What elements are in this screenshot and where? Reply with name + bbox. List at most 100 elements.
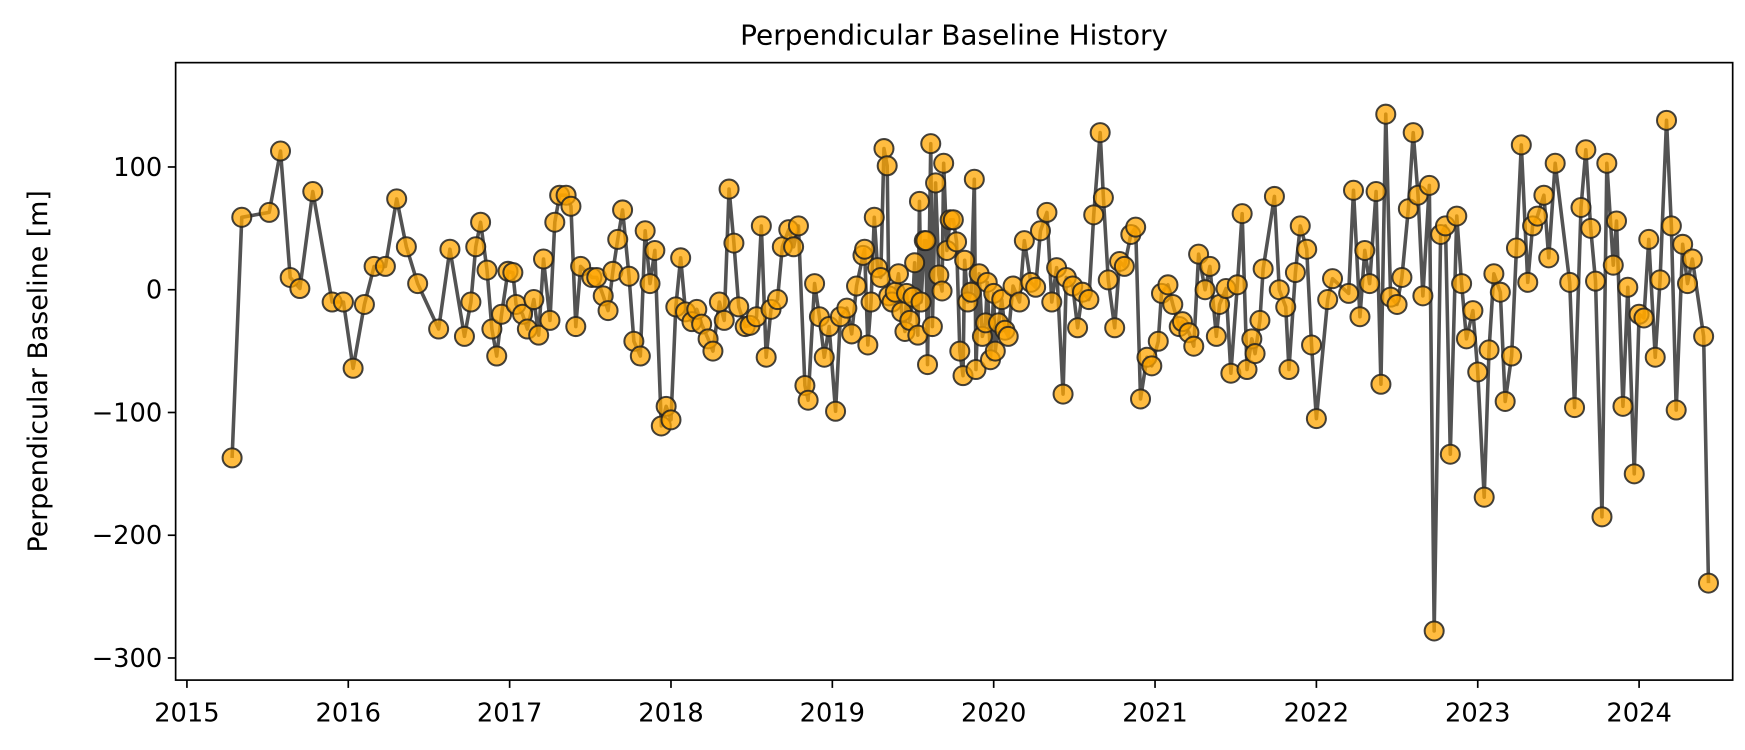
- data-point: [1423, 620, 1445, 642]
- data-point: [825, 400, 847, 422]
- data-point: [502, 262, 524, 284]
- data-point: [857, 334, 879, 356]
- data-point: [597, 300, 619, 322]
- data-point: [997, 325, 1019, 347]
- data-point: [1602, 254, 1624, 276]
- data-point: [718, 178, 740, 200]
- data-point: [1418, 174, 1440, 196]
- data-point: [876, 155, 898, 177]
- data-point: [560, 195, 582, 217]
- data-point: [1249, 309, 1271, 331]
- data-point: [544, 211, 566, 233]
- data-point: [933, 152, 955, 174]
- y-axis-label: Perpendicular Baseline [m]: [23, 190, 54, 552]
- data-point: [1008, 291, 1031, 313]
- data-point: [289, 277, 311, 300]
- data-point: [813, 346, 835, 368]
- data-point: [639, 273, 661, 295]
- data-point: [1097, 269, 1119, 291]
- data-point: [634, 220, 656, 242]
- data-point: [1199, 255, 1221, 277]
- data-point: [1078, 289, 1100, 311]
- data-point: [1317, 289, 1339, 311]
- data-point: [1089, 122, 1111, 144]
- data-point: [860, 291, 882, 313]
- data-point: [1494, 390, 1516, 412]
- data-point: [1575, 139, 1597, 161]
- data-point: [1638, 228, 1660, 250]
- data-point: [1402, 122, 1424, 144]
- data-point: [846, 275, 868, 297]
- data-point: [1067, 317, 1089, 339]
- data-point: [612, 199, 634, 221]
- data-point: [1672, 233, 1694, 255]
- data-point: [1157, 274, 1179, 296]
- data-point: [1296, 238, 1318, 260]
- data-point: [1596, 152, 1618, 174]
- data-point: [1693, 325, 1715, 347]
- data-point: [1623, 463, 1645, 485]
- data-point: [565, 316, 587, 338]
- data-point: [439, 238, 461, 260]
- data-point: [221, 447, 243, 469]
- data-point: [965, 359, 987, 381]
- data-point: [1104, 317, 1126, 339]
- y-tick-label: −300: [92, 644, 163, 674]
- data-point: [1162, 293, 1184, 315]
- x-tick-label: 2020: [961, 698, 1026, 728]
- data-point: [920, 133, 942, 155]
- data-point: [1473, 486, 1495, 508]
- y-tick-label: 0: [146, 276, 162, 306]
- data-point: [302, 181, 324, 203]
- data-point: [954, 249, 976, 271]
- data-point: [428, 318, 450, 340]
- data-point: [1467, 361, 1489, 383]
- data-point: [1359, 273, 1381, 295]
- data-point: [1462, 300, 1484, 322]
- data-point: [783, 236, 805, 258]
- data-point: [1263, 185, 1285, 207]
- data-point: [1083, 204, 1105, 226]
- data-point: [723, 232, 745, 254]
- x-tick-label: 2017: [477, 698, 542, 728]
- data-point: [374, 255, 396, 277]
- data-point: [1036, 201, 1058, 223]
- x-tick-label: 2016: [316, 698, 381, 728]
- data-point: [1375, 103, 1397, 125]
- data-point: [1268, 279, 1290, 301]
- data-point: [1342, 179, 1365, 201]
- data-point: [231, 206, 253, 228]
- data-point: [728, 296, 750, 318]
- data-point: [904, 252, 926, 274]
- data-point: [1612, 395, 1634, 417]
- data-point: [708, 291, 730, 313]
- data-point: [607, 228, 629, 250]
- data-point: [1029, 220, 1051, 242]
- data-point: [407, 273, 429, 295]
- data-point: [887, 263, 910, 285]
- data-point: [353, 293, 375, 315]
- data-point: [787, 215, 809, 237]
- data-point: [481, 318, 503, 340]
- data-point: [804, 273, 826, 295]
- plot-frame: [174, 61, 1734, 681]
- data-point: [1183, 335, 1205, 357]
- data-point: [1478, 339, 1500, 361]
- data-point: [1147, 330, 1169, 352]
- data-point: [342, 357, 364, 379]
- data-point: [670, 247, 692, 269]
- x-tick-label: 2021: [1122, 698, 1187, 728]
- data-point: [629, 345, 651, 367]
- data-point: [1446, 205, 1468, 227]
- data-point: [453, 325, 475, 347]
- data-point: [1052, 383, 1074, 405]
- data-point: [1226, 274, 1248, 296]
- data-point: [946, 231, 968, 253]
- chart-title: Perpendicular Baseline History: [740, 19, 1168, 52]
- data-point: [1633, 307, 1655, 329]
- data-point: [1322, 268, 1344, 290]
- data-point: [1501, 345, 1523, 367]
- data-point: [917, 354, 939, 376]
- y-tick-label: −100: [92, 398, 163, 428]
- data-point: [1697, 572, 1719, 594]
